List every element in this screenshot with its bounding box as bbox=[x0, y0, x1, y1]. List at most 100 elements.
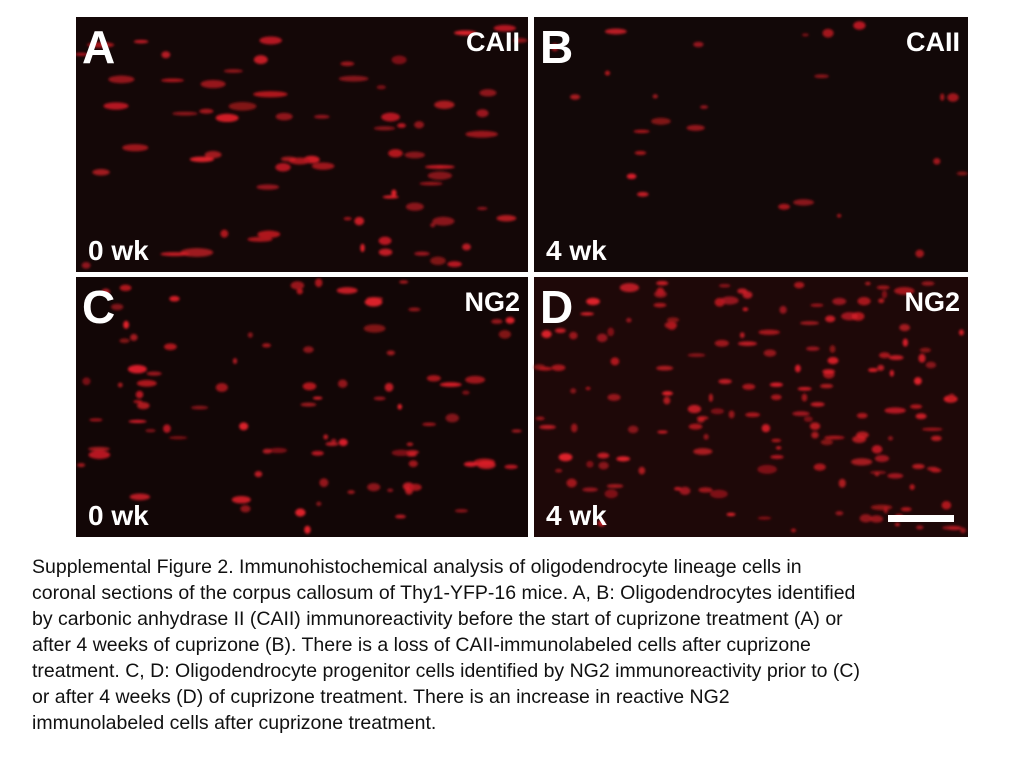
labeled-cell bbox=[535, 416, 545, 421]
labeled-cell bbox=[87, 42, 115, 48]
labeled-cell bbox=[921, 427, 943, 431]
panel-background bbox=[76, 17, 528, 272]
labeled-cell bbox=[800, 321, 820, 325]
labeled-cell bbox=[960, 527, 966, 534]
labeled-cell bbox=[88, 450, 111, 460]
labeled-cell bbox=[476, 206, 488, 211]
labeled-cell bbox=[367, 483, 381, 492]
fluorescence-signal bbox=[533, 280, 966, 534]
labeled-cell bbox=[262, 448, 272, 454]
caption: Supplemental Figure 2. Immunohistochemic… bbox=[32, 554, 1017, 736]
labeled-cell bbox=[824, 435, 845, 440]
labeled-cell bbox=[253, 91, 288, 98]
labeled-cell bbox=[454, 509, 468, 513]
labeled-cell bbox=[391, 189, 397, 197]
labeled-cell bbox=[794, 281, 805, 289]
labeled-cell bbox=[145, 429, 156, 433]
labeled-cell bbox=[463, 461, 478, 467]
labeled-cell bbox=[570, 388, 577, 394]
labeled-cell bbox=[405, 202, 424, 211]
micrograph-panel: C NG2 0 wk bbox=[76, 277, 528, 537]
labeled-cell bbox=[910, 404, 923, 409]
labeled-cell bbox=[811, 431, 819, 439]
labeled-cell bbox=[331, 438, 337, 443]
micrograph-panel: A CAII 0 wk bbox=[76, 17, 528, 272]
figure: A CAII 0 wk B CAII 4 wk C NG2 0 wk D NG2 4 wk bbox=[76, 17, 968, 537]
labeled-cell bbox=[771, 438, 782, 443]
labeled-cell bbox=[606, 484, 624, 489]
labeled-cell bbox=[555, 468, 563, 473]
labeled-cell bbox=[161, 51, 171, 59]
labeled-cell bbox=[596, 333, 608, 343]
labeled-cell bbox=[909, 484, 915, 490]
labeled-cell bbox=[718, 378, 732, 384]
labeled-cell bbox=[215, 113, 239, 123]
labeled-cell bbox=[867, 367, 878, 373]
labeled-cell bbox=[912, 463, 925, 470]
labeled-cell bbox=[887, 473, 904, 479]
labeled-cell bbox=[829, 345, 836, 353]
labeled-cell bbox=[841, 312, 858, 321]
labeled-cell bbox=[88, 446, 110, 452]
panel-letter: D bbox=[540, 281, 573, 333]
labeled-cell bbox=[797, 387, 812, 391]
labeled-cell bbox=[123, 320, 130, 329]
labeled-cell bbox=[424, 165, 455, 169]
labeled-cell bbox=[703, 433, 709, 440]
labeled-cell bbox=[200, 79, 226, 89]
labeled-cell bbox=[347, 490, 355, 494]
labeled-cell bbox=[445, 413, 459, 423]
labeled-cell bbox=[295, 508, 306, 517]
labeled-cell bbox=[256, 184, 280, 190]
labeled-cell bbox=[539, 424, 556, 430]
labeled-cell bbox=[827, 356, 839, 365]
labeled-cell bbox=[254, 470, 263, 478]
labeled-cell bbox=[101, 288, 110, 296]
labeled-cell bbox=[856, 412, 868, 419]
labeled-cell bbox=[619, 283, 640, 293]
labeled-cell bbox=[146, 371, 162, 376]
fluorescence-signal bbox=[551, 21, 968, 258]
labeled-cell bbox=[447, 261, 462, 268]
labeled-cell bbox=[810, 303, 824, 307]
labeled-cell bbox=[700, 105, 709, 109]
labeled-cell bbox=[914, 377, 922, 385]
labeled-cell bbox=[805, 346, 820, 351]
labeled-cell bbox=[666, 317, 680, 323]
labeled-cell bbox=[135, 390, 144, 399]
labeled-cell bbox=[656, 280, 669, 286]
labeled-cell bbox=[865, 281, 871, 286]
caption-line: coronal sections of the corpus callosum … bbox=[32, 582, 856, 604]
labeled-cell bbox=[77, 463, 86, 468]
labeled-cell bbox=[511, 429, 522, 433]
labeled-cell bbox=[312, 396, 323, 400]
labeled-cell bbox=[122, 144, 149, 152]
labeled-cell bbox=[696, 416, 709, 420]
labeled-cell bbox=[119, 284, 132, 292]
labeled-cell bbox=[136, 379, 157, 387]
labeled-cell bbox=[876, 285, 890, 290]
labeled-cell bbox=[801, 33, 809, 37]
labeled-cell bbox=[757, 516, 772, 520]
caption-line: after 4 weeks of cuprizone (B). There is… bbox=[32, 634, 811, 656]
labeled-cell bbox=[745, 412, 761, 418]
labeled-cell bbox=[302, 382, 317, 391]
micrograph-panel: B CAII 4 wk bbox=[534, 17, 968, 272]
labeled-cell bbox=[376, 85, 386, 90]
labeled-cell bbox=[340, 61, 355, 67]
labeled-cell bbox=[551, 364, 566, 371]
labeled-cell bbox=[89, 418, 103, 422]
labeled-cell bbox=[687, 404, 702, 414]
labeled-cell bbox=[373, 126, 396, 131]
labeled-cell bbox=[228, 102, 257, 111]
labeled-cell bbox=[354, 216, 365, 226]
labeled-cell bbox=[388, 149, 403, 158]
labeled-cell bbox=[338, 438, 348, 447]
labeled-cell bbox=[586, 297, 600, 306]
labeled-cell bbox=[247, 332, 253, 338]
labeled-cell bbox=[585, 386, 591, 390]
labeled-cell bbox=[726, 512, 736, 517]
labeled-cell bbox=[607, 393, 621, 401]
labeled-cell bbox=[479, 89, 497, 97]
labeled-cell bbox=[566, 478, 577, 488]
